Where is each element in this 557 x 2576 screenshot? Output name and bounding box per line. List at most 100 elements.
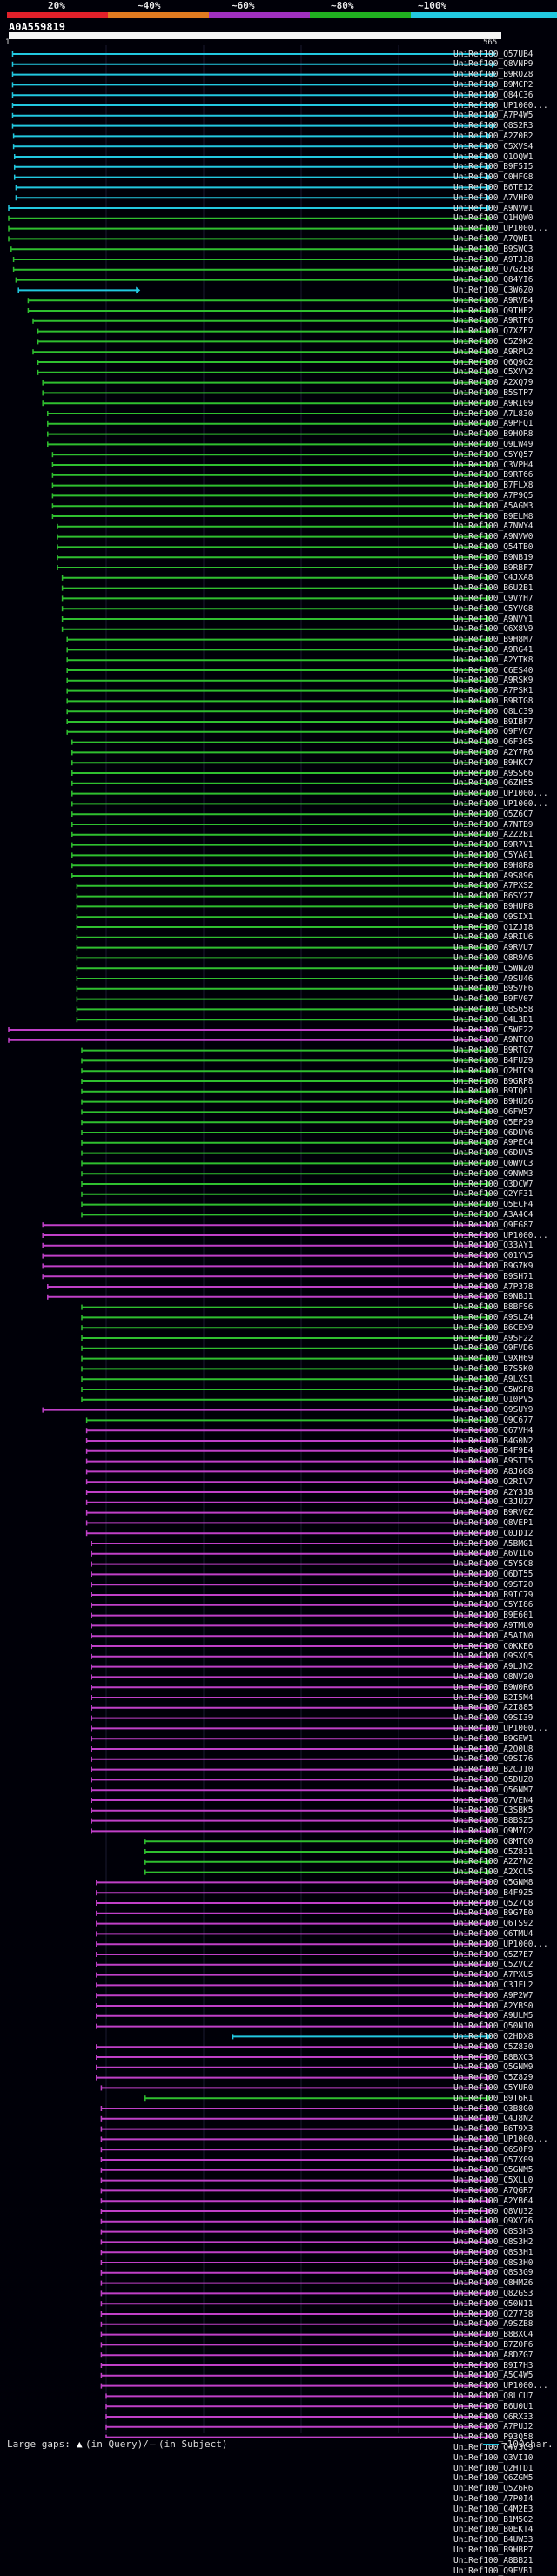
hit-row[interactable] bbox=[11, 71, 496, 78]
hit-label[interactable]: UniRef100_B0EKT4 bbox=[453, 2525, 534, 2535]
hit-row[interactable] bbox=[61, 625, 492, 633]
hit-label[interactable]: UniRef100_C0HFG8 bbox=[453, 172, 534, 183]
hit-row[interactable] bbox=[100, 2166, 492, 2174]
hit-label[interactable]: UniRef100_Q9SIX1 bbox=[453, 911, 534, 922]
hit-row[interactable] bbox=[96, 1992, 492, 2000]
hit-label[interactable]: UniRef100_A2Q0U8 bbox=[453, 1744, 534, 1754]
hit-row[interactable] bbox=[100, 2249, 492, 2257]
hit-label[interactable]: UniRef100_C0KKE6 bbox=[453, 1641, 534, 1651]
hit-row[interactable] bbox=[47, 420, 492, 427]
hit-label[interactable]: UniRef100_Q6ZGM5 bbox=[453, 2473, 534, 2484]
hit-label[interactable]: UniRef100_C0JD12 bbox=[453, 1528, 534, 1538]
hit-row[interactable] bbox=[91, 1827, 492, 1835]
hit-row[interactable] bbox=[91, 1673, 492, 1681]
hit-row[interactable] bbox=[96, 1971, 492, 1979]
hit-row[interactable] bbox=[81, 1170, 492, 1178]
hit-row[interactable] bbox=[81, 1078, 492, 1085]
hit-row[interactable] bbox=[71, 770, 492, 777]
hit-label[interactable]: UniRef100_B9GRP8 bbox=[453, 1076, 534, 1086]
hit-label[interactable]: UniRef100_Q8S2R3 bbox=[453, 121, 534, 131]
hit-label[interactable]: UniRef100_B9IBF7 bbox=[453, 716, 534, 727]
hit-label[interactable]: UniRef100_B9I7H3 bbox=[453, 2360, 534, 2371]
hit-row[interactable] bbox=[51, 502, 492, 510]
hit-row[interactable] bbox=[81, 1108, 492, 1116]
hit-label[interactable]: UniRef100_Q5Z6R6 bbox=[453, 2484, 534, 2494]
hit-label[interactable]: UniRef100_A7PXS2 bbox=[453, 881, 534, 891]
hit-row[interactable] bbox=[91, 1652, 492, 1660]
hit-row[interactable] bbox=[100, 2341, 492, 2349]
hit-row[interactable] bbox=[85, 1498, 492, 1506]
hit-label[interactable]: UniRef100_Q6ZH55 bbox=[453, 778, 534, 789]
hit-row[interactable] bbox=[144, 1848, 492, 1855]
hit-label[interactable]: UniRef100_Q5ECF4 bbox=[453, 1200, 534, 1210]
hit-label[interactable]: UniRef100_B9RTG8 bbox=[453, 696, 534, 706]
hit-row[interactable] bbox=[91, 1632, 492, 1640]
hit-label[interactable]: UniRef100_A9RTP6 bbox=[453, 316, 534, 326]
hit-row[interactable] bbox=[76, 995, 492, 1003]
hit-label[interactable]: UniRef100_A7PXU5 bbox=[453, 1970, 534, 1981]
hit-label[interactable]: UniRef100_A9RVU7 bbox=[453, 943, 534, 953]
hit-label[interactable]: UniRef100_B9HOR8 bbox=[453, 429, 534, 440]
hit-label[interactable]: UniRef100_B9HU26 bbox=[453, 1097, 534, 1107]
hit-row[interactable] bbox=[42, 1273, 492, 1281]
hit-label[interactable]: UniRef100_C9VYH7 bbox=[453, 593, 534, 603]
hit-label[interactable]: UniRef100_A5AIN0 bbox=[453, 1631, 534, 1641]
hit-row[interactable] bbox=[81, 1139, 492, 1147]
hit-row[interactable] bbox=[96, 1879, 492, 1887]
hit-label[interactable]: UniRef100_A2Z0B2 bbox=[453, 131, 534, 141]
hit-row[interactable] bbox=[100, 2351, 492, 2359]
hit-label[interactable]: UniRef100_A9LJN2 bbox=[453, 1662, 534, 1672]
hit-label[interactable]: UniRef100_A7P9Q5 bbox=[453, 490, 534, 501]
hit-row[interactable] bbox=[100, 2156, 492, 2163]
hit-label[interactable]: UniRef100_B9SVF6 bbox=[453, 984, 534, 994]
hit-label[interactable]: UniRef100_Q8NV20 bbox=[453, 1671, 534, 1682]
hit-row[interactable] bbox=[91, 1817, 492, 1825]
hit-label[interactable]: UniRef100_Q5Z6C7 bbox=[453, 809, 534, 819]
hit-label[interactable]: UniRef100_Q5GNM8 bbox=[453, 1877, 534, 1887]
hit-label[interactable]: UniRef100_B9SH71 bbox=[453, 1271, 534, 1281]
hit-label[interactable]: UniRef100_C5Y5C8 bbox=[453, 1559, 534, 1570]
hit-label[interactable]: UniRef100_A2Y318 bbox=[453, 1487, 534, 1497]
hit-label[interactable]: UniRef100_A7QWE1 bbox=[453, 233, 534, 244]
hit-label[interactable]: UniRef100_C5YUR0 bbox=[453, 2082, 534, 2093]
hit-row[interactable] bbox=[42, 1241, 492, 1249]
hit-row[interactable] bbox=[91, 1601, 492, 1609]
hit-label[interactable]: UniRef100_Q9FG87 bbox=[453, 1220, 534, 1230]
hit-row[interactable] bbox=[100, 2105, 492, 2112]
hit-row[interactable] bbox=[32, 348, 492, 356]
hit-row[interactable] bbox=[100, 2197, 492, 2205]
hit-row[interactable] bbox=[100, 2135, 492, 2143]
hit-label[interactable]: UniRef100_A9S896 bbox=[453, 871, 534, 881]
hit-label[interactable]: UniRef100_A9SLZ4 bbox=[453, 1312, 534, 1322]
hit-row[interactable] bbox=[12, 266, 492, 273]
hit-row[interactable] bbox=[81, 1046, 492, 1054]
hit-row[interactable] bbox=[105, 2423, 492, 2431]
hit-label[interactable]: UniRef100_A9ULM5 bbox=[453, 2011, 534, 2021]
hit-label[interactable]: UniRef100_A9RSK9 bbox=[453, 676, 534, 686]
hit-label[interactable]: UniRef100_C3JUZ7 bbox=[453, 1497, 534, 1508]
hit-row[interactable] bbox=[61, 595, 492, 602]
hit-row[interactable] bbox=[42, 1252, 492, 1260]
hit-row[interactable] bbox=[100, 2084, 492, 2092]
hit-label[interactable]: UniRef100_A7PSK1 bbox=[453, 686, 534, 696]
hit-row[interactable] bbox=[81, 1396, 492, 1403]
hit-label[interactable]: UniRef100_A2XCU5 bbox=[453, 1867, 534, 1878]
hit-label[interactable]: UniRef100_Q8MTQ0 bbox=[453, 1836, 534, 1846]
hit-row[interactable] bbox=[91, 1766, 492, 1773]
hit-label[interactable]: UniRef100_Q6Q9G2 bbox=[453, 357, 534, 367]
hit-label[interactable]: UniRef100_Q7VEN4 bbox=[453, 1795, 534, 1806]
hit-label[interactable]: UniRef100_C5Z830 bbox=[453, 2041, 534, 2052]
hit-label[interactable]: UniRef100_A9STT5 bbox=[453, 1456, 534, 1467]
hit-row[interactable] bbox=[91, 1643, 492, 1650]
hit-row[interactable] bbox=[71, 759, 492, 767]
hit-label[interactable]: UniRef100_B9TQ61 bbox=[453, 1086, 534, 1097]
hit-label[interactable]: UniRef100_UP1000... bbox=[453, 1723, 548, 1733]
hit-row[interactable] bbox=[71, 749, 492, 757]
hit-row[interactable] bbox=[100, 2125, 492, 2133]
hit-row[interactable] bbox=[91, 1725, 492, 1732]
hit-row[interactable] bbox=[81, 1180, 492, 1187]
hit-label[interactable]: UniRef100_A7P4W5 bbox=[453, 111, 534, 121]
hit-label[interactable]: UniRef100_B9IC79 bbox=[453, 1590, 534, 1600]
hit-row[interactable] bbox=[81, 1303, 492, 1311]
hit-label[interactable]: UniRef100_Q67VH4 bbox=[453, 1425, 534, 1436]
